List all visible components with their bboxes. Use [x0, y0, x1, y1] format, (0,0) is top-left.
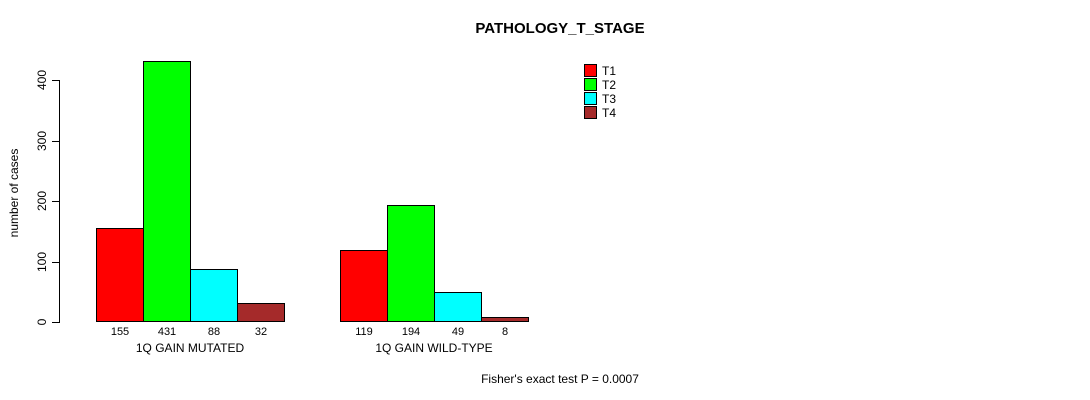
bar-value-label: 8: [501, 326, 509, 338]
legend-swatch-t2: [584, 78, 597, 91]
bar-t3: [434, 292, 482, 322]
y-axis-tick: [52, 80, 59, 81]
bar-value-label: 32: [254, 326, 268, 338]
bar-t1: [340, 250, 388, 322]
legend-swatch-t1: [584, 64, 597, 77]
legend-label: T2: [602, 77, 617, 92]
bar-value-label: 431: [157, 326, 177, 338]
legend-label: T3: [602, 91, 617, 106]
bar-value-label: 194: [401, 326, 421, 338]
bar-value-label: 155: [110, 326, 130, 338]
legend-item: T2: [584, 77, 617, 92]
legend-label: T1: [602, 63, 617, 78]
bar-value-label: 88: [207, 326, 221, 338]
y-axis-tick-label: 0: [35, 318, 49, 326]
group-label: 1Q GAIN MUTATED: [135, 341, 245, 355]
chart-title: PATHOLOGY_T_STAGE: [475, 20, 645, 37]
y-axis-tick-label: 400: [35, 69, 49, 91]
legend: T1 T2 T3 T4: [584, 64, 616, 120]
y-axis-tick-label: 100: [35, 251, 49, 273]
legend-swatch-t4: [584, 106, 597, 119]
bar-t3: [190, 269, 238, 322]
y-axis-label: number of cases: [7, 148, 21, 238]
group-label: 1Q GAIN WILD-TYPE: [375, 341, 493, 355]
bar-t2: [143, 61, 191, 322]
legend-label: T4: [602, 105, 617, 120]
legend-item: T4: [584, 105, 617, 120]
y-axis-tick: [52, 141, 59, 142]
y-axis-tick: [52, 262, 59, 263]
bar-t4: [237, 303, 285, 322]
y-axis-tick: [52, 201, 59, 202]
bar-t1: [96, 228, 144, 322]
bar-value-label: 49: [451, 326, 465, 338]
bar-value-label: 119: [355, 326, 373, 338]
legend-item: T1: [584, 63, 617, 78]
y-axis-line: [59, 80, 60, 323]
y-axis-tick: [52, 322, 59, 323]
legend-swatch-t3: [584, 92, 597, 105]
y-axis-tick-label: 300: [35, 130, 49, 152]
annotation-text: Fisher's exact test P = 0.0007: [481, 372, 639, 386]
y-axis-tick-label: 200: [35, 190, 49, 212]
bar-t4: [481, 317, 529, 322]
bar-t2: [387, 205, 435, 322]
legend-item: T3: [584, 91, 617, 106]
